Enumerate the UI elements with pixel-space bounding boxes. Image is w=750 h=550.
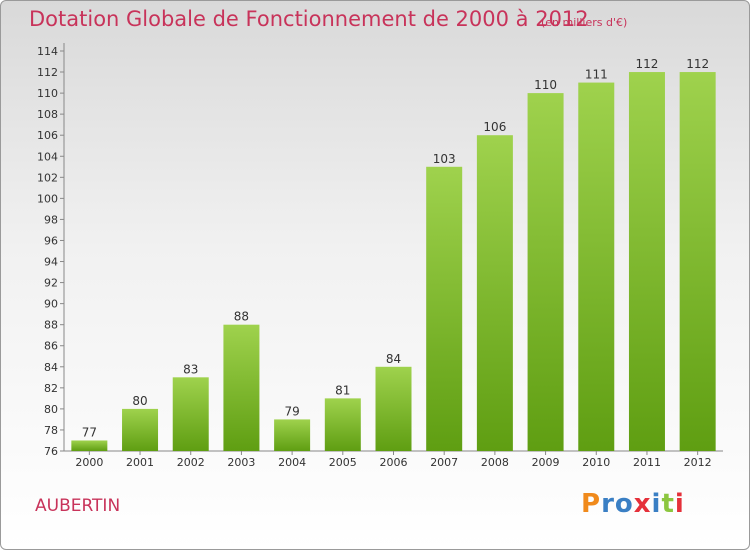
y-tick-label: 88	[44, 319, 58, 332]
y-tick-label: 78	[44, 424, 58, 437]
bar-2002	[172, 377, 209, 451]
x-tick-label: 2005	[329, 456, 357, 469]
bar-2005	[324, 398, 361, 451]
x-tick-label: 2010	[582, 456, 610, 469]
commune-name: AUBERTIN	[35, 496, 121, 516]
x-tick-label: 2004	[278, 456, 306, 469]
logo-letter: o	[614, 489, 634, 519]
y-tick-label: 104	[37, 150, 58, 163]
x-axis: 2000 2001 2002 2003 2004 2005 2006 2007 2008 2009…	[64, 450, 723, 469]
data-label: 112	[636, 57, 659, 71]
logo-letter: i	[651, 489, 662, 519]
logo-letter: t	[661, 489, 675, 519]
logo-letter: x	[633, 489, 652, 519]
bars	[71, 72, 716, 452]
y-tick-label: 94	[44, 256, 58, 269]
data-label: 84	[386, 352, 401, 366]
y-tick-label: 98	[44, 213, 58, 226]
x-tick-label: 2002	[177, 456, 205, 469]
data-label: 81	[335, 383, 350, 397]
bar-2007	[426, 166, 463, 451]
x-tick-label: 2000	[75, 456, 103, 469]
x-tick-label: 2006	[380, 456, 408, 469]
bar-2003	[223, 324, 260, 451]
data-label: 112	[686, 57, 709, 71]
bar-2006	[375, 366, 412, 451]
y-tick-label: 100	[37, 192, 58, 205]
bar-2012	[679, 72, 716, 451]
y-tick-label: 96	[44, 234, 58, 247]
x-tick-label: 2012	[684, 456, 712, 469]
chart-subtitle: (en milliers d'€)	[541, 16, 628, 29]
data-label: 88	[234, 310, 249, 324]
y-tick-label: 102	[37, 171, 58, 184]
x-tick-label: 2003	[227, 456, 255, 469]
bar-2009	[527, 93, 564, 452]
y-tick-label: 90	[44, 298, 58, 311]
bar-2000	[71, 440, 108, 451]
y-tick-label: 92	[44, 277, 58, 290]
y-tick-label: 80	[44, 403, 58, 416]
x-tick-label: 2001	[126, 456, 154, 469]
bar-2011	[628, 72, 665, 451]
bar-2008	[476, 135, 513, 452]
y-tick-label: 112	[37, 66, 58, 79]
chart-title: Dotation Globale de Fonctionnement de 20…	[29, 7, 589, 31]
bar-chart: 76 78 80 82 84 86 88 90 92 94 96 98 100 102 104 106 108 1…	[37, 43, 723, 469]
x-tick-label: 2008	[481, 456, 509, 469]
y-tick-label: 84	[44, 361, 58, 374]
logo-letter: i	[674, 489, 685, 519]
y-tick-label: 110	[37, 87, 58, 100]
y-tick-label: 106	[37, 129, 58, 142]
data-label: 79	[284, 404, 299, 418]
data-label: 83	[183, 362, 198, 376]
data-label: 103	[433, 152, 456, 166]
y-tick-label: 76	[44, 445, 58, 458]
data-label: 106	[483, 120, 506, 134]
data-label: 111	[585, 68, 608, 82]
x-tick-label: 2009	[532, 456, 560, 469]
bar-2010	[578, 82, 615, 451]
logo-letter: r	[601, 489, 615, 519]
y-tick-label: 114	[37, 45, 58, 58]
proxiti-logo[interactable]: Proxiti	[581, 489, 685, 519]
data-label: 80	[132, 394, 147, 408]
x-tick-label: 2007	[430, 456, 458, 469]
y-tick-label: 86	[44, 340, 58, 353]
y-tick-label: 82	[44, 382, 58, 395]
data-label: 77	[82, 425, 97, 439]
y-tick-label: 108	[37, 108, 58, 121]
bar-2004	[274, 419, 311, 451]
bar-2001	[122, 408, 159, 451]
data-labels: 77 80 83 88 79 81 84 103 106 110 111 112 112	[82, 57, 709, 439]
x-tick-label: 2011	[633, 456, 661, 469]
y-axis: 76 78 80 82 84 86 88 90 92 94 96 98 100 102 104 106 108 1…	[37, 43, 65, 458]
logo-letter: P	[581, 489, 602, 519]
data-label: 110	[534, 78, 557, 92]
